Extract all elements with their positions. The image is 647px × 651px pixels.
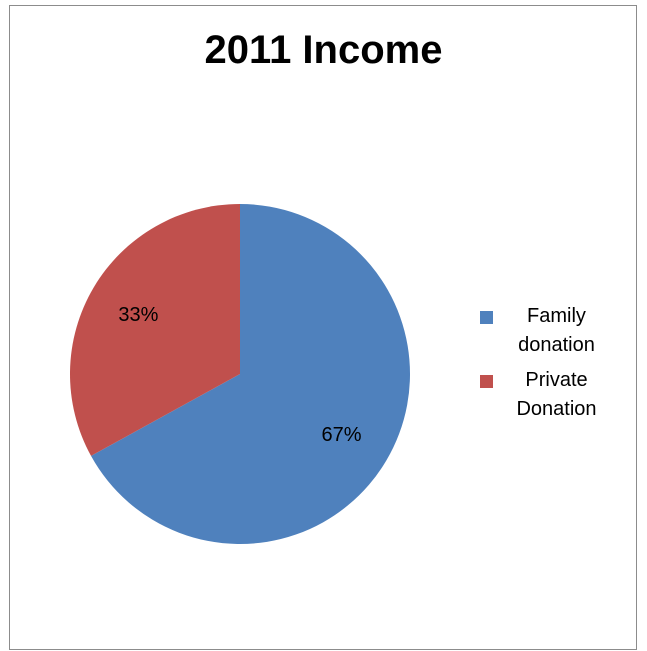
- legend: Family donation Private Donation: [480, 302, 614, 430]
- chart-title: 2011 Income: [204, 28, 443, 72]
- pie-label-family-donation: 67%: [322, 424, 362, 446]
- legend-label-family-donation: Family donation: [518, 305, 595, 356]
- pie-slice-family-donation: [91, 204, 410, 544]
- legend-item-family-donation: Family donation: [480, 302, 614, 360]
- pie-data-labels: 67% 33%: [118, 304, 361, 446]
- legend-item-private-donation: Private Donation: [480, 366, 614, 424]
- legend-swatch-private-donation: [480, 375, 493, 388]
- pie-slice-private-donation: [69, 204, 241, 456]
- pie-slices: [69, 204, 410, 544]
- legend-swatch-family-donation: [480, 311, 493, 324]
- pie-label-private-donation: 33%: [118, 304, 158, 326]
- legend-label-private-donation: Private Donation: [516, 369, 597, 420]
